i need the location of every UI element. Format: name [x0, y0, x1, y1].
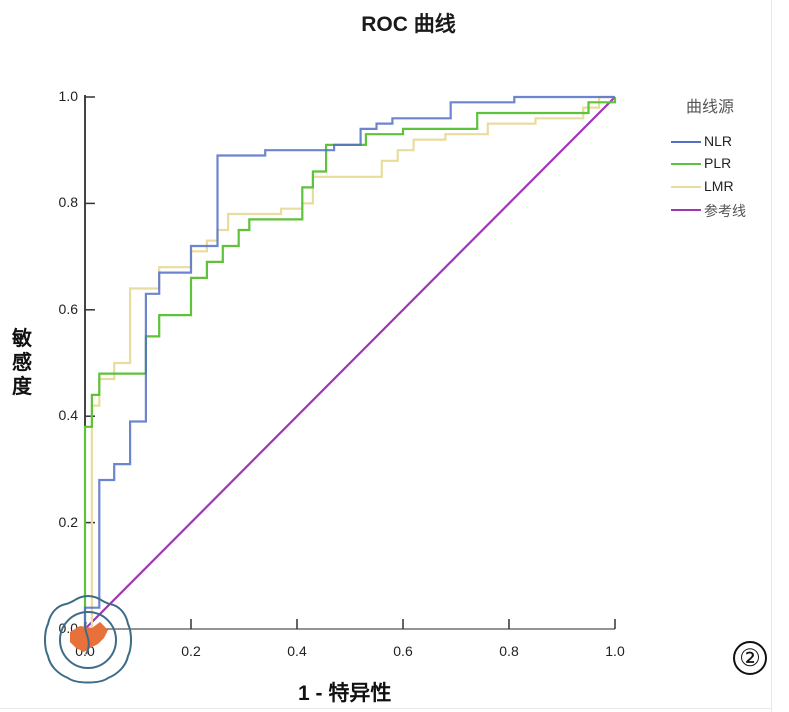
- series-line-plr: [83, 97, 617, 629]
- x-tick-label: 0.6: [393, 643, 413, 659]
- series-line-reference: [84, 96, 616, 630]
- legend-label: LMR: [704, 178, 734, 194]
- y-tick-label: 0.2: [58, 513, 78, 530]
- chinese-medical-association-logo: [44, 594, 132, 684]
- y-tick-label: 1.0: [58, 88, 78, 104]
- x-axis-label: 1 - 特异性: [298, 682, 392, 705]
- y-tick-label: 0.8: [58, 194, 78, 211]
- chart-title-text: ROC 曲线: [361, 13, 456, 36]
- legend-swatch: [671, 141, 701, 143]
- y-axis-label: 敏感度: [12, 326, 32, 398]
- legend-swatch: [671, 209, 701, 211]
- figure-label: ②: [733, 641, 767, 675]
- legend-swatch: [671, 186, 701, 188]
- chart-title: ROC 曲线: [0, 8, 789, 38]
- y-tick-label: 0.4: [58, 407, 78, 424]
- x-tick-label: 0.2: [181, 643, 201, 659]
- x-tick-label: 1.0: [605, 643, 625, 659]
- frame-bottom-border: [0, 708, 772, 709]
- series-line-lmr: [85, 95, 615, 631]
- y-tick-label: 0.6: [58, 300, 78, 317]
- legend-label: 参考线: [704, 204, 746, 220]
- series-line-nlr: [83, 95, 615, 629]
- x-tick-label: 0.8: [499, 643, 519, 659]
- legend-label: PLR: [704, 155, 732, 171]
- frame-right-border: [771, 0, 772, 712]
- legend-swatch: [671, 163, 701, 165]
- x-tick-label: 0.4: [287, 643, 307, 659]
- legend-label: NLR: [704, 133, 733, 149]
- legend-title: 曲线源: [686, 97, 735, 116]
